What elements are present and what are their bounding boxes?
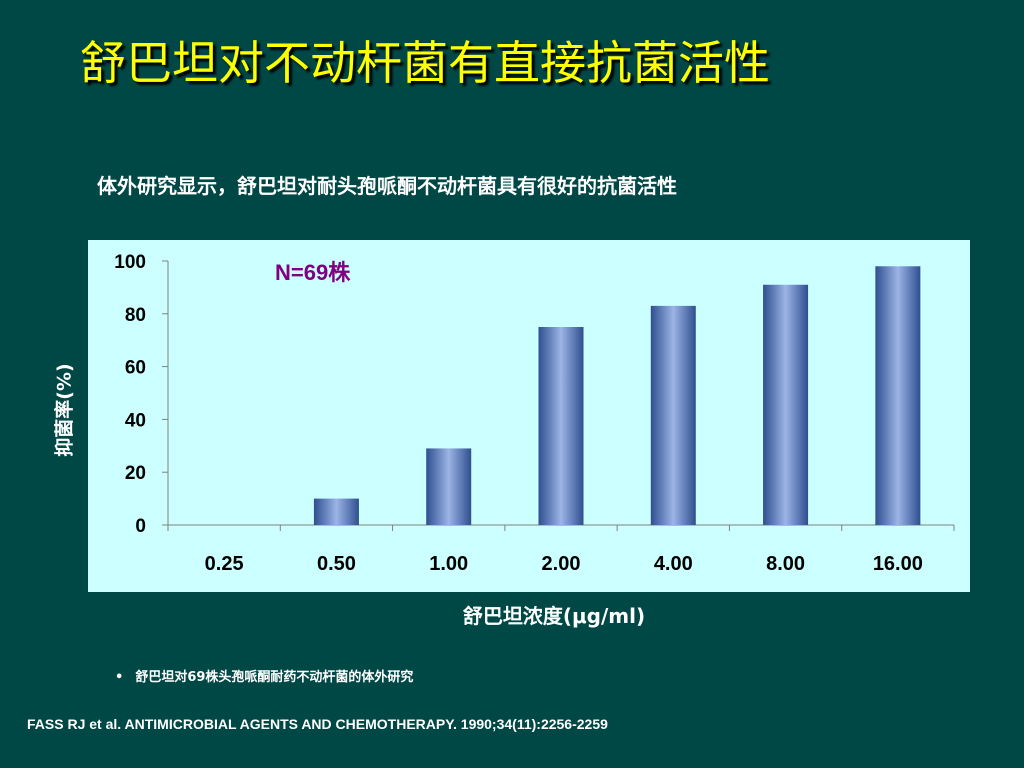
bar	[875, 266, 921, 525]
x-tick-label: 4.00	[654, 553, 693, 575]
x-tick-label: 2.00	[542, 553, 581, 575]
x-tick-label: 1.00	[429, 553, 468, 575]
sample-size-annotation: N=69株	[275, 260, 351, 285]
footnote-text: 舒巴坦对69株头孢哌酮耐药不动杆菌的体外研究	[135, 670, 414, 685]
x-tick-label: 8.00	[766, 553, 805, 575]
x-axis-label: 舒巴坦浓度(μg/ml)	[462, 604, 646, 628]
bar	[650, 305, 696, 525]
slide-title: 舒巴坦对不动杆菌有直接抗菌活性	[80, 36, 770, 90]
x-tick-label: 0.50	[317, 553, 356, 575]
citation: FASS RJ et al. ANTIMICROBIAL AGENTS AND …	[27, 716, 608, 732]
y-tick-label: 100	[114, 252, 146, 273]
footnote-bullet: • 舒巴坦对69株头孢哌酮耐药不动杆菌的体外研究	[115, 666, 413, 685]
y-tick-label: 0	[135, 516, 146, 537]
bullet-marker: •	[115, 670, 124, 685]
y-axis-label: 抑菌率(%)	[53, 363, 76, 457]
bar-chart: 0 20 40 60 80 100 0.25 0.50 1.00 2.00 4.00 8.00 16.0…	[114, 252, 955, 575]
bar	[426, 448, 472, 525]
bar	[763, 284, 809, 525]
chart-panel: 0 20 40 60 80 100 0.25 0.50 1.00 2.00 4.00 8.00 16.0…	[88, 240, 970, 592]
bar	[538, 327, 584, 525]
x-tick-label: 0.25	[205, 553, 244, 575]
y-tick-label: 20	[125, 463, 146, 484]
y-tick-label: 80	[125, 305, 146, 326]
y-tick-label: 60	[125, 358, 146, 379]
x-tick-label: 16.00	[873, 553, 923, 575]
slide-subtitle: 体外研究显示，舒巴坦对耐头孢哌酮不动杆菌具有很好的抗菌活性	[97, 174, 677, 198]
y-tick-label: 40	[125, 410, 146, 431]
bar	[313, 498, 359, 525]
